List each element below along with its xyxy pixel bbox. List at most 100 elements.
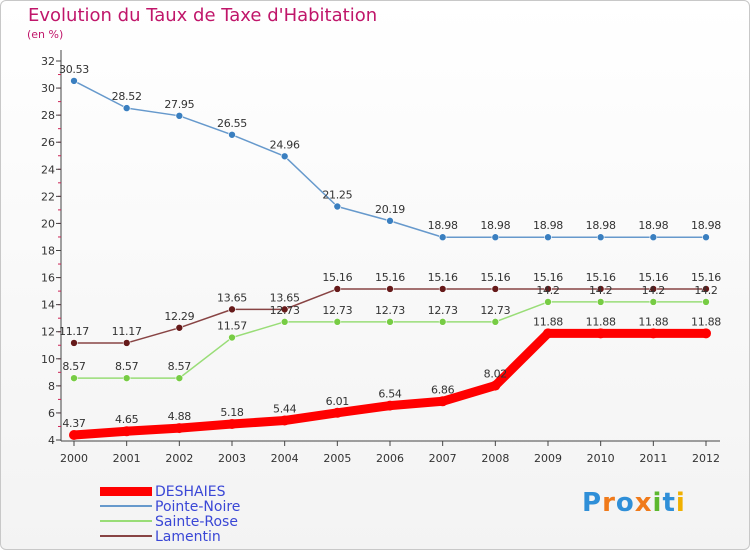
data-point xyxy=(702,285,710,293)
data-label: 27.95 xyxy=(164,98,194,111)
data-point xyxy=(649,285,658,293)
data-label: 18.98 xyxy=(638,219,668,232)
data-label: 4.65 xyxy=(115,413,139,426)
data-label: 6.01 xyxy=(326,395,349,408)
y-tick-label: 18 xyxy=(41,245,55,258)
line-chart: 4 6 8 10 12 14 16 18 20 22 24 26 28 30 32 2000 2001 2002 2… xyxy=(41,50,722,465)
x-tick-label: 2000 xyxy=(60,452,88,465)
legend-label: Lamentin xyxy=(155,529,221,545)
x-tick-label: 2011 xyxy=(639,452,667,465)
proxiti-logo: Proxiti xyxy=(582,488,686,518)
chart-title: Evolution du Taux de Taxe d'Habitation xyxy=(28,5,378,26)
data-point xyxy=(544,233,552,242)
data-point xyxy=(70,339,78,347)
y-tick-label: 14 xyxy=(41,299,55,312)
data-point xyxy=(386,217,394,225)
x-tick-label: 2008 xyxy=(481,452,509,465)
data-point xyxy=(596,233,605,242)
data-point xyxy=(227,419,237,430)
y-tick-label: 30 xyxy=(41,82,55,95)
data-label: 8.02 xyxy=(484,368,507,381)
data-point xyxy=(279,415,290,426)
data-label: 12.73 xyxy=(322,304,352,317)
x-tick-label: 2003 xyxy=(218,452,246,465)
data-point xyxy=(280,305,289,314)
logo-letter: t xyxy=(662,488,676,518)
data-label: 6.54 xyxy=(378,388,402,401)
y-tick-label: 12 xyxy=(41,326,55,339)
data-point xyxy=(702,233,710,242)
data-label: 11.88 xyxy=(638,315,668,328)
data-point xyxy=(280,318,289,326)
data-label: 5.44 xyxy=(273,403,297,416)
legend-label: Sainte-Rose xyxy=(155,514,238,530)
y-tick-label: 4 xyxy=(48,434,55,447)
data-point xyxy=(490,380,501,391)
data-label: 14.2 xyxy=(694,284,717,297)
data-label: 4.37 xyxy=(62,417,86,430)
data-label: 15.16 xyxy=(586,271,616,284)
data-point xyxy=(649,298,658,306)
data-point xyxy=(228,130,236,139)
y-tick-label: 24 xyxy=(41,163,55,176)
data-point xyxy=(333,202,342,211)
y-tick-label: 16 xyxy=(41,272,55,285)
logo-letter: i xyxy=(675,488,686,518)
data-point xyxy=(438,233,447,242)
data-point xyxy=(69,429,79,440)
data-point xyxy=(121,426,132,437)
data-label: 15.16 xyxy=(691,271,721,284)
data-label: 15.16 xyxy=(375,271,405,284)
data-label: 11.17 xyxy=(59,325,89,338)
legend-swatch xyxy=(100,487,152,496)
data-label: 15.16 xyxy=(638,271,668,284)
logo-letter: o xyxy=(615,488,635,518)
y-tick-label: 28 xyxy=(41,109,55,122)
y-tick-label: 32 xyxy=(41,55,55,68)
data-point xyxy=(228,305,236,314)
data-point xyxy=(595,328,606,339)
legend-swatch xyxy=(100,520,152,522)
data-label: 18.98 xyxy=(586,219,616,232)
data-label: 8.57 xyxy=(168,360,192,373)
data-label: 18.98 xyxy=(533,219,563,232)
data-point xyxy=(702,298,710,306)
data-point xyxy=(491,233,500,242)
data-label: 12.73 xyxy=(428,304,458,317)
logo-letter: x xyxy=(634,488,653,518)
unit-label: (en %) xyxy=(27,28,64,41)
data-label: 12.73 xyxy=(480,304,510,317)
data-label: 14.2 xyxy=(642,284,665,297)
y-tick-label: 26 xyxy=(41,136,55,149)
data-label: 8.57 xyxy=(115,360,139,373)
x-tick-label: 2002 xyxy=(165,452,193,465)
data-label: 20.19 xyxy=(375,203,405,216)
data-label: 18.98 xyxy=(691,219,721,232)
data-point xyxy=(386,285,394,293)
data-label: 11.88 xyxy=(533,315,563,328)
legend-swatch xyxy=(100,505,152,507)
x-tick-label: 2006 xyxy=(376,452,404,465)
data-label: 5.18 xyxy=(220,406,244,419)
data-label: 15.16 xyxy=(428,271,458,284)
data-point xyxy=(332,407,343,418)
data-label: 21.25 xyxy=(322,189,352,202)
data-point xyxy=(544,285,552,293)
data-point xyxy=(386,318,394,326)
legend-label: Pointe-Noire xyxy=(155,499,241,515)
data-label: 11.57 xyxy=(217,320,247,333)
data-label: 11.17 xyxy=(112,325,142,338)
logo-letter: P xyxy=(582,488,603,518)
data-label: 13.65 xyxy=(217,291,247,304)
data-point xyxy=(543,328,553,339)
y-tick-label: 6 xyxy=(48,407,55,420)
data-label: 12.73 xyxy=(375,304,405,317)
data-label: 28.52 xyxy=(112,90,142,103)
data-point xyxy=(596,298,605,306)
y-tick-label: 22 xyxy=(41,190,55,203)
data-label: 18.98 xyxy=(480,219,510,232)
data-label: 11.88 xyxy=(586,315,616,328)
data-point xyxy=(649,233,658,242)
legend-swatch xyxy=(100,535,152,537)
